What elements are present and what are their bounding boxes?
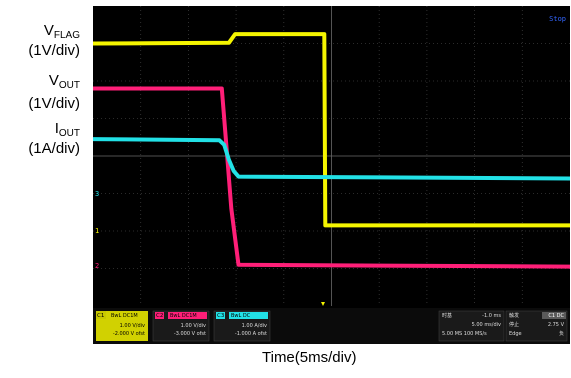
- ch1-offset: -2.000 V ofst: [113, 331, 145, 337]
- ch1-coupling: BwL DC1M: [111, 313, 138, 319]
- trace-vout: [93, 86, 570, 269]
- timebase-label: 时基: [442, 312, 452, 319]
- trigger-position-marker: [321, 302, 325, 306]
- ch1-tag-bg: [96, 311, 106, 319]
- ch2-tag: C2: [156, 313, 163, 319]
- trigger-type: Edge: [509, 331, 522, 337]
- trigger-channel-bg: [542, 312, 566, 319]
- ch1-scale: 1.00 V/div: [120, 323, 145, 329]
- trigger-slope: 负: [559, 330, 564, 337]
- trace-vflag: [93, 32, 570, 228]
- trigger-channel: C1 DC: [548, 313, 564, 319]
- x-axis-label: Time(5ms/div): [262, 349, 357, 366]
- iout-label: IOUT: [54, 120, 80, 139]
- ch2-marker: 2: [95, 262, 99, 270]
- traces: [93, 32, 570, 269]
- trace-iout: [93, 137, 570, 181]
- ch3-scale: 1.00 A/div: [242, 323, 267, 329]
- ch2-coupling: BwL DC1M: [170, 313, 197, 319]
- timebase-box[interactable]: [438, 310, 505, 342]
- ch3-coupling: BwL DC: [231, 313, 251, 319]
- waveform-plot: 3 1 2 Stop C1 BwL DC1M 1.00 V/div -2.000…: [93, 6, 570, 344]
- ch2-scale: 1.00 V/div: [181, 323, 206, 329]
- ch2-offset: -3.000 V ofst: [174, 331, 206, 337]
- timebase-delay: -1.0 ms: [482, 313, 501, 319]
- grid: [93, 6, 570, 306]
- trigger-box[interactable]: [505, 310, 568, 342]
- timebase-scale: 5.00 ms/div: [472, 322, 501, 328]
- ch3-coupling-bg: [229, 312, 268, 319]
- ch3-marker: 3: [95, 190, 99, 198]
- oscilloscope-screen: 3 1 2 Stop C1 BwL DC1M 1.00 V/div -2.000…: [93, 6, 570, 344]
- ch2-tag-bg: [155, 312, 164, 319]
- vout-scale-label: (1V/div): [28, 95, 80, 112]
- ch1-marker: 1: [95, 227, 99, 235]
- ch1-tag: C1: [97, 313, 104, 319]
- timebase-rate: 5.00 MS 100 MS/s: [442, 331, 487, 337]
- vout-label: VOUT: [48, 72, 80, 91]
- ch3-tag-bg: [216, 312, 225, 319]
- vflag-label: VFLAG: [43, 22, 80, 41]
- ch3-tag: C3: [217, 313, 225, 319]
- trigger-level: 2.75 V: [548, 322, 565, 328]
- trigger-label: 触发: [509, 312, 519, 319]
- ch2-coupling-bg: [168, 312, 207, 319]
- trigger-mode: 停止: [509, 321, 519, 328]
- run-status: Stop: [549, 15, 566, 23]
- vflag-scale-label: (1V/div): [28, 42, 80, 59]
- iout-scale-label: (1A/div): [28, 140, 80, 157]
- ch3-offset: -1.000 A ofst: [235, 331, 267, 337]
